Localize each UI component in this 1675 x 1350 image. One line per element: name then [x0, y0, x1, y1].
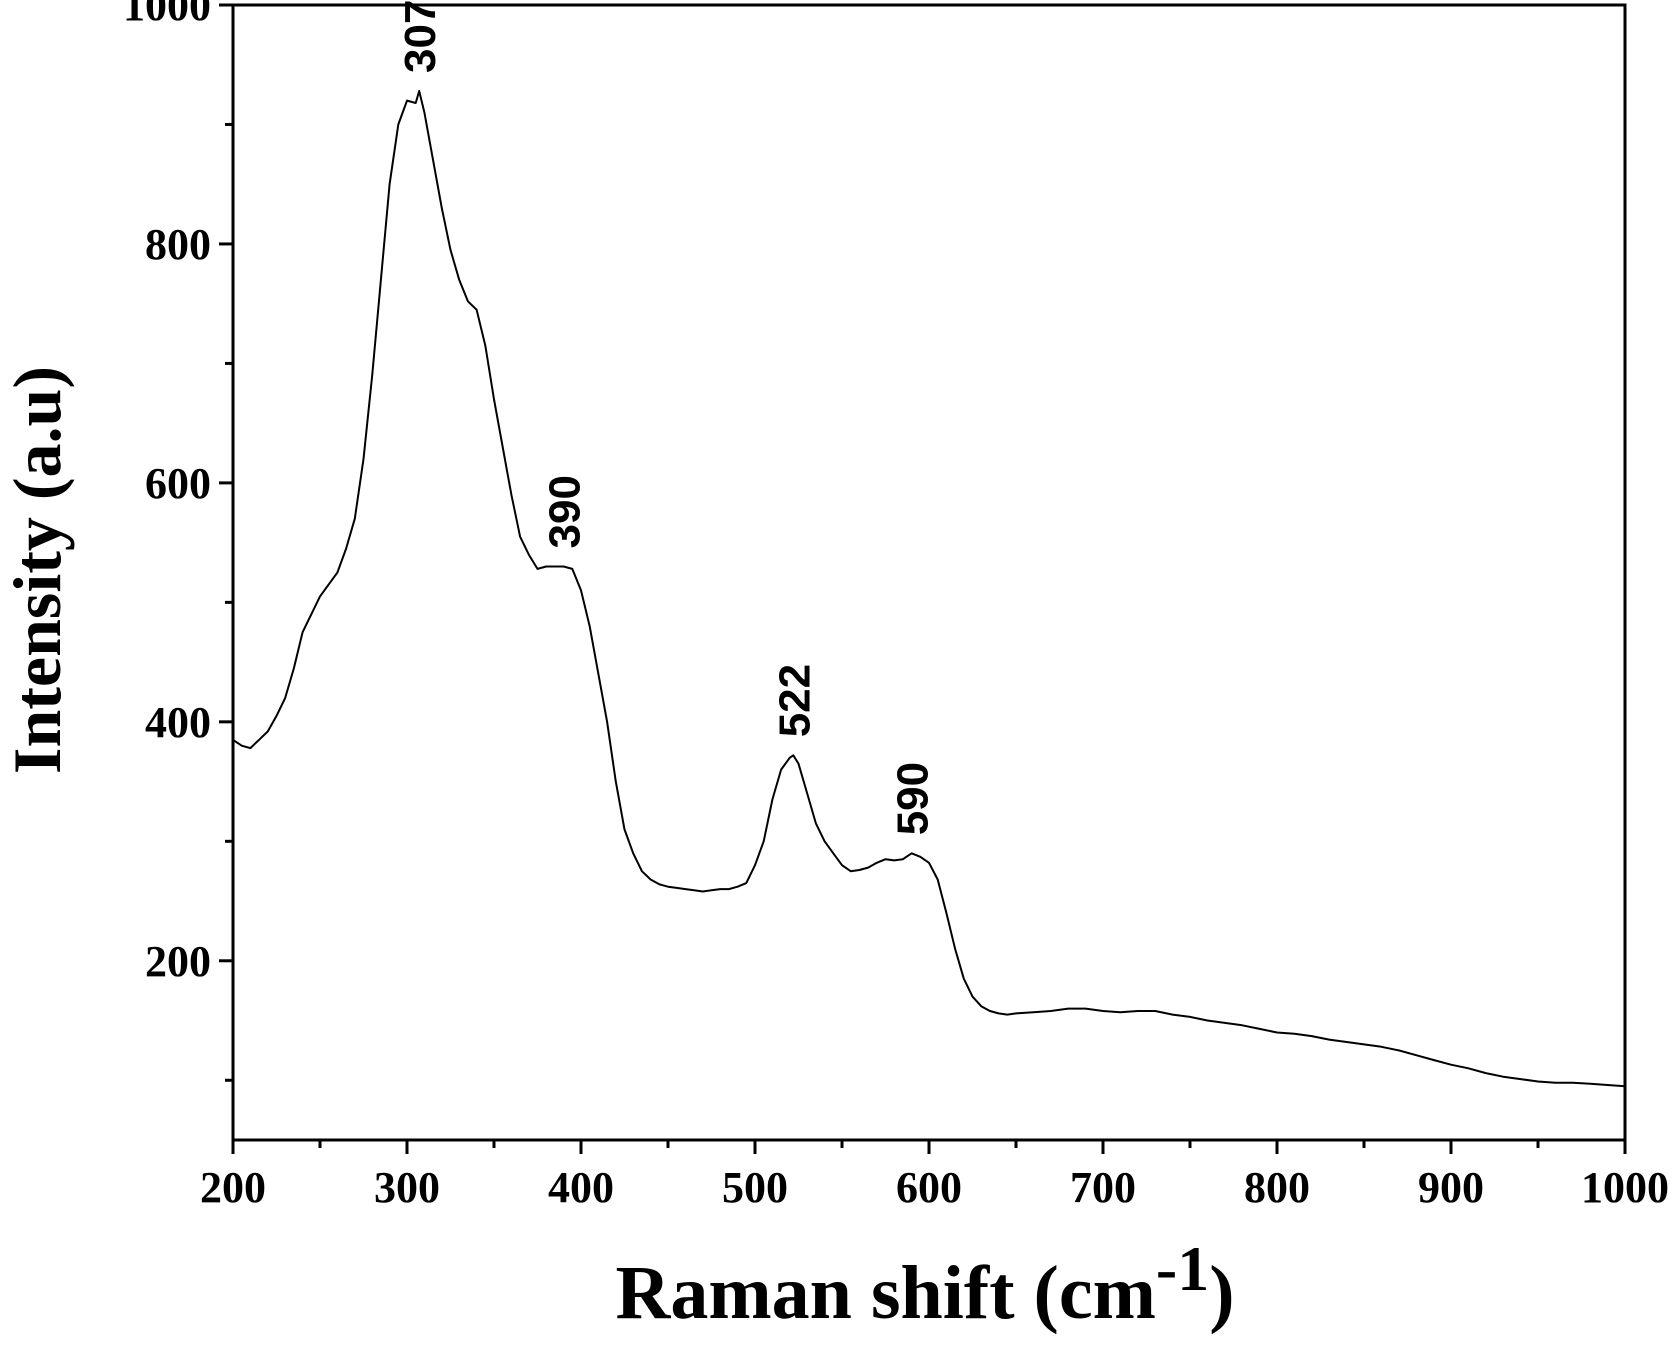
y-tick-label: 400 [145, 698, 211, 747]
plot-area [231, 3, 1627, 1142]
peak-label: 307 [396, 0, 445, 73]
x-tick-label: 900 [1418, 1163, 1484, 1212]
plot-frame [231, 3, 1627, 1142]
x-axis-ticks: 200 300 400 500 600 700 800 900 1000 [200, 1140, 1669, 1212]
y-tick-label: 800 [145, 220, 211, 269]
x-axis-title-superscript: -1 [1156, 1233, 1209, 1304]
series-line-0 [232, 90, 1626, 1088]
x-tick-label: 300 [374, 1163, 440, 1212]
peak-label: 590 [889, 762, 938, 835]
x-tick-label: 500 [722, 1163, 788, 1212]
x-tick-label: 800 [1244, 1163, 1310, 1212]
x-tick-label: 700 [1070, 1163, 1136, 1212]
x-axis-title-main: Raman shift (cm [615, 1251, 1155, 1335]
x-tick-label: 1000 [1581, 1163, 1669, 1212]
peak-label: 390 [541, 475, 590, 548]
x-tick-label: 200 [200, 1163, 266, 1212]
y-tick-label: 1000 [123, 0, 211, 30]
x-axis-title-close: ) [1209, 1251, 1234, 1335]
y-axis-ticks: 200 400 600 800 1000 [123, 0, 233, 1082]
peak-label: 522 [770, 664, 819, 737]
y-tick-label: 600 [145, 459, 211, 508]
y-axis-title: Intensity (a.u) [0, 366, 75, 774]
x-axis-title: Raman shift (cm-1) [615, 1233, 1234, 1335]
y-tick-label: 200 [145, 937, 211, 986]
x-tick-label: 600 [896, 1163, 962, 1212]
x-tick-label: 400 [548, 1163, 614, 1212]
peak-annotations: 307 390 522 590 [396, 0, 937, 835]
